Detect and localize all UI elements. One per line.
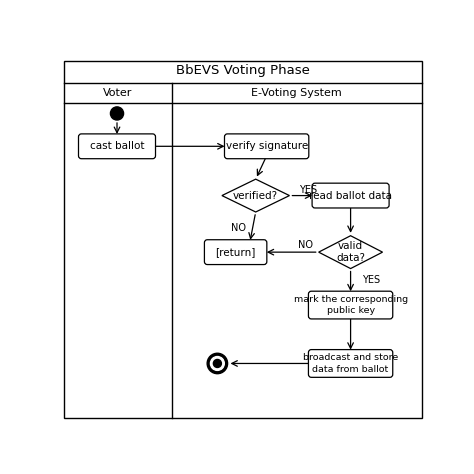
Circle shape <box>207 353 228 374</box>
Text: NO: NO <box>299 240 313 250</box>
FancyBboxPatch shape <box>225 134 309 159</box>
FancyBboxPatch shape <box>312 183 389 208</box>
Text: YES: YES <box>362 274 380 284</box>
Polygon shape <box>319 236 383 269</box>
Text: mark the corresponding
public key: mark the corresponding public key <box>293 295 408 315</box>
Text: E-Voting System: E-Voting System <box>251 88 342 98</box>
Text: cast ballot: cast ballot <box>90 141 144 151</box>
Text: read ballot data: read ballot data <box>309 191 392 201</box>
Text: YES: YES <box>299 185 317 195</box>
Text: [return]: [return] <box>216 247 256 257</box>
Circle shape <box>210 356 224 370</box>
Text: valid
data?: valid data? <box>336 241 365 264</box>
Text: broadcast and store
data from ballot: broadcast and store data from ballot <box>303 354 398 374</box>
FancyBboxPatch shape <box>309 350 393 377</box>
FancyBboxPatch shape <box>79 134 155 159</box>
FancyBboxPatch shape <box>64 61 422 418</box>
Text: verify signature: verify signature <box>226 141 308 151</box>
Text: Voter: Voter <box>103 88 133 98</box>
Circle shape <box>213 359 221 367</box>
Polygon shape <box>222 179 290 212</box>
FancyBboxPatch shape <box>204 240 267 264</box>
Circle shape <box>110 107 124 120</box>
Text: NO: NO <box>231 223 246 233</box>
FancyBboxPatch shape <box>309 291 393 319</box>
Text: verified?: verified? <box>233 191 278 201</box>
Text: BbEVS Voting Phase: BbEVS Voting Phase <box>176 64 310 76</box>
